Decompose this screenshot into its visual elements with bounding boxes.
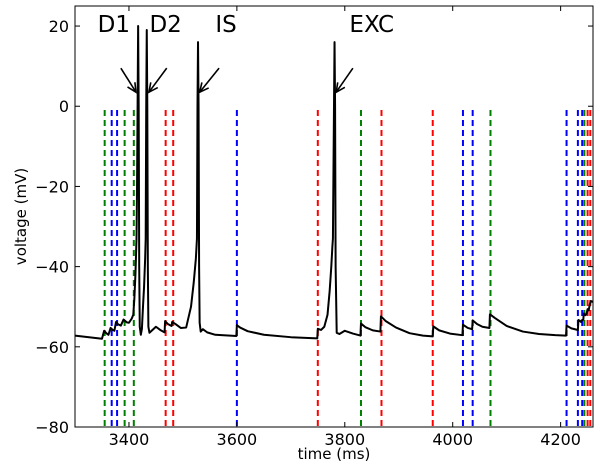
y-axis-label: voltage (mV)	[12, 168, 30, 265]
x-tick-label: 4000	[432, 430, 473, 449]
y-tick-label: 0	[59, 97, 69, 116]
x-axis-label: time (ms)	[298, 445, 371, 463]
x-tick-label: 3400	[109, 430, 150, 449]
x-axis-ticks: 3400 3600 3800 4000 4200	[109, 6, 581, 449]
x-tick-label: 4200	[540, 430, 581, 449]
y-axis-ticks: 20 0 −20 −40 −60 −80	[35, 17, 593, 437]
annotation-label: EXC	[349, 12, 394, 38]
y-tick-label: −20	[35, 177, 69, 196]
annotation-label: D1	[98, 12, 130, 38]
y-tick-label: −80	[35, 418, 69, 437]
trace-layer	[74, 25, 594, 340]
plot-frame	[74, 5, 594, 428]
annotation-arrow	[198, 67, 220, 94]
annotation-label: IS	[215, 12, 236, 38]
event-lines	[103, 106, 592, 426]
y-tick-label: 20	[49, 17, 69, 36]
x-tick-label: 3600	[217, 430, 258, 449]
annotation-label: D2	[149, 12, 181, 38]
annotation-arrow	[120, 67, 137, 94]
annotations: D1 D2 IS EXC	[98, 12, 394, 94]
voltage-trace-line	[74, 25, 594, 340]
y-tick-label: −40	[35, 258, 69, 277]
annotation-arrow	[335, 67, 354, 94]
y-tick-label: −60	[35, 338, 69, 357]
x-tick-label: 3800	[324, 430, 365, 449]
annotation-arrow	[147, 67, 168, 94]
